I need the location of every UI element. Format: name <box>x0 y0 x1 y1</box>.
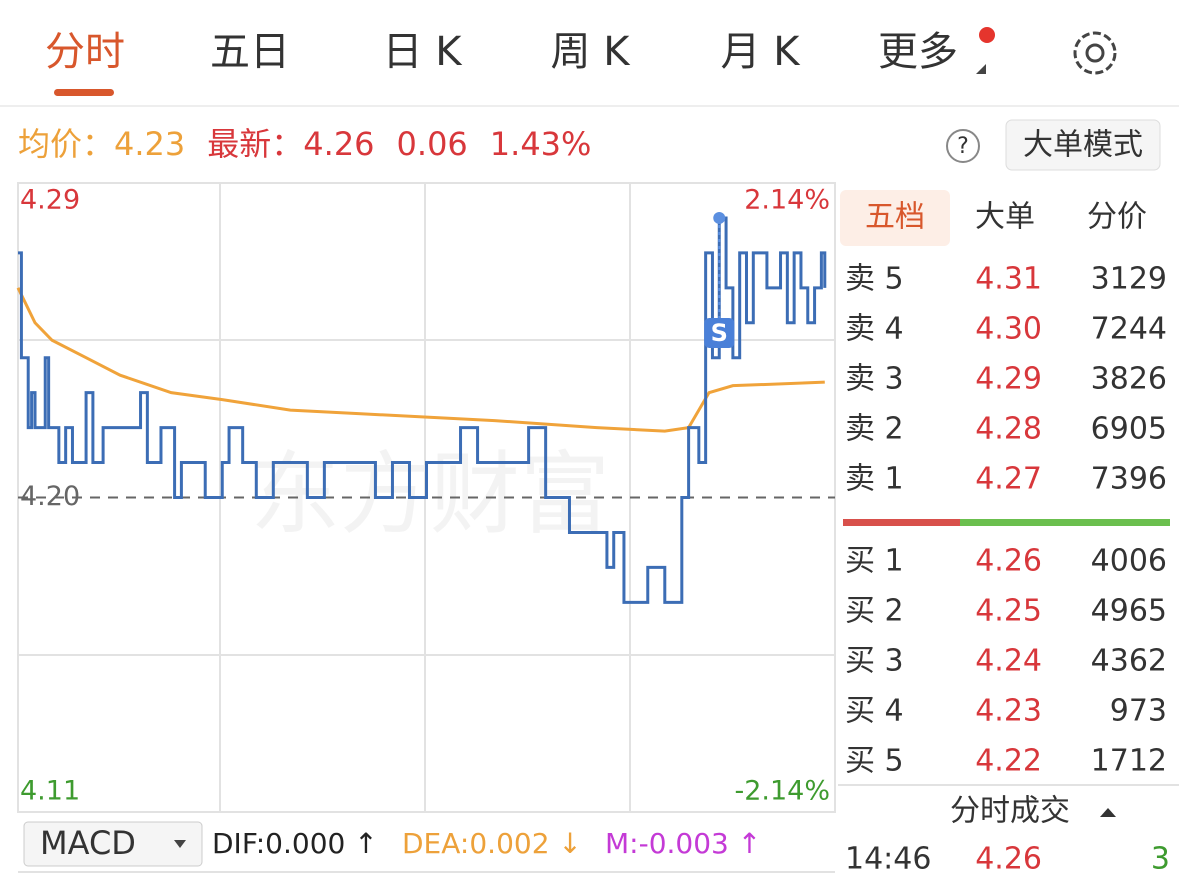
buy-volume: 4965 <box>1091 594 1167 629</box>
sell-label: 卖 1 <box>845 462 904 497</box>
sell-price: 4.27 <box>975 462 1042 497</box>
y-tick-label: 4.20 <box>20 481 80 512</box>
buy-volume: 973 <box>1110 694 1167 729</box>
help-icon[interactable]: ? <box>946 129 980 163</box>
change-pct: 1.43% <box>490 125 592 163</box>
buy-ratio <box>960 519 1170 526</box>
change: 0.06 <box>397 125 468 163</box>
tab[interactable]: 周 K <box>551 29 632 75</box>
sell-label: 卖 3 <box>845 362 904 397</box>
sell-volume: 3129 <box>1091 262 1167 297</box>
signal-label: S <box>711 319 728 347</box>
sell-volume: 3826 <box>1091 362 1167 397</box>
peak-marker <box>713 211 726 224</box>
y-tick-label: 4.29 <box>20 185 80 216</box>
settings-icon[interactable] <box>1073 31 1117 75</box>
sell-volume: 6905 <box>1091 412 1167 447</box>
buy-label: 买 2 <box>845 594 904 629</box>
active-tab-bg <box>840 190 950 246</box>
book-tab[interactable]: 分价 <box>1087 200 1147 235</box>
y2-tick-label: 2.14% <box>744 185 830 216</box>
mode-button-label[interactable]: 大单模式 <box>1023 128 1143 163</box>
y2-tick-label: -2.14% <box>734 776 830 807</box>
tab[interactable]: 五日 <box>210 29 290 75</box>
select-arrow <box>174 840 186 848</box>
buy-label: 买 3 <box>845 644 904 679</box>
latest-price: 4.26 <box>303 125 374 163</box>
avg-price: 4.23 <box>114 125 185 163</box>
buy-label: 买 4 <box>845 694 904 729</box>
sell-volume: 7396 <box>1091 462 1167 497</box>
buy-price: 4.24 <box>975 644 1042 679</box>
indicator-select[interactable] <box>23 821 203 867</box>
avg-label: 均价： <box>18 125 114 163</box>
trade-time: 14:46 <box>845 842 931 877</box>
price-line <box>18 216 827 604</box>
sell-ratio <box>843 519 960 526</box>
more-arrow <box>976 64 986 74</box>
sell-label: 卖 2 <box>845 412 904 447</box>
latest-label: 最新： <box>207 125 303 163</box>
buy-volume: 1712 <box>1091 744 1167 779</box>
mode-button[interactable] <box>1005 119 1161 171</box>
macd-m: M:-0.003 ↑ <box>605 827 761 860</box>
sell-price: 4.28 <box>975 412 1042 447</box>
sell-price: 4.31 <box>975 262 1042 297</box>
trade-price: 4.26 <box>975 842 1042 877</box>
collapse-arrow[interactable] <box>1100 808 1116 817</box>
badge-dot <box>979 27 995 43</box>
buy-price: 4.26 <box>975 544 1042 579</box>
macd-dif: DIF:0.000 ↑ <box>212 827 378 860</box>
sell-label: 卖 5 <box>845 262 904 297</box>
tab-underline <box>54 89 114 96</box>
signal-badge <box>704 317 735 348</box>
indicator-name[interactable]: MACD <box>40 824 136 862</box>
svg-text:?: ? <box>957 134 969 159</box>
tab[interactable]: 日 K <box>383 29 464 75</box>
tab[interactable]: 分时 <box>45 29 125 75</box>
tab[interactable]: 月 K <box>721 29 802 75</box>
tab[interactable]: 更多 <box>878 29 958 75</box>
book-tab[interactable]: 五档 <box>865 200 925 235</box>
sell-label: 卖 4 <box>845 312 904 347</box>
watermark: 东方财富 <box>250 442 610 547</box>
buy-volume: 4362 <box>1091 644 1167 679</box>
sell-volume: 7244 <box>1091 312 1167 347</box>
buy-price: 4.22 <box>975 744 1042 779</box>
buy-price: 4.23 <box>975 694 1042 729</box>
trades-title: 分时成交 <box>950 794 1070 829</box>
buy-price: 4.25 <box>975 594 1042 629</box>
trade-volume: 3 <box>1151 842 1170 877</box>
y-tick-label: 4.11 <box>20 776 80 807</box>
buy-volume: 4006 <box>1091 544 1167 579</box>
book-tab[interactable]: 大单 <box>975 200 1035 235</box>
buy-label: 买 1 <box>845 544 904 579</box>
macd-dea: DEA:0.002 ↓ <box>402 827 582 860</box>
buy-label: 买 5 <box>845 744 904 779</box>
sell-price: 4.29 <box>975 362 1042 397</box>
sell-price: 4.30 <box>975 312 1042 347</box>
avg-line <box>16 287 825 433</box>
